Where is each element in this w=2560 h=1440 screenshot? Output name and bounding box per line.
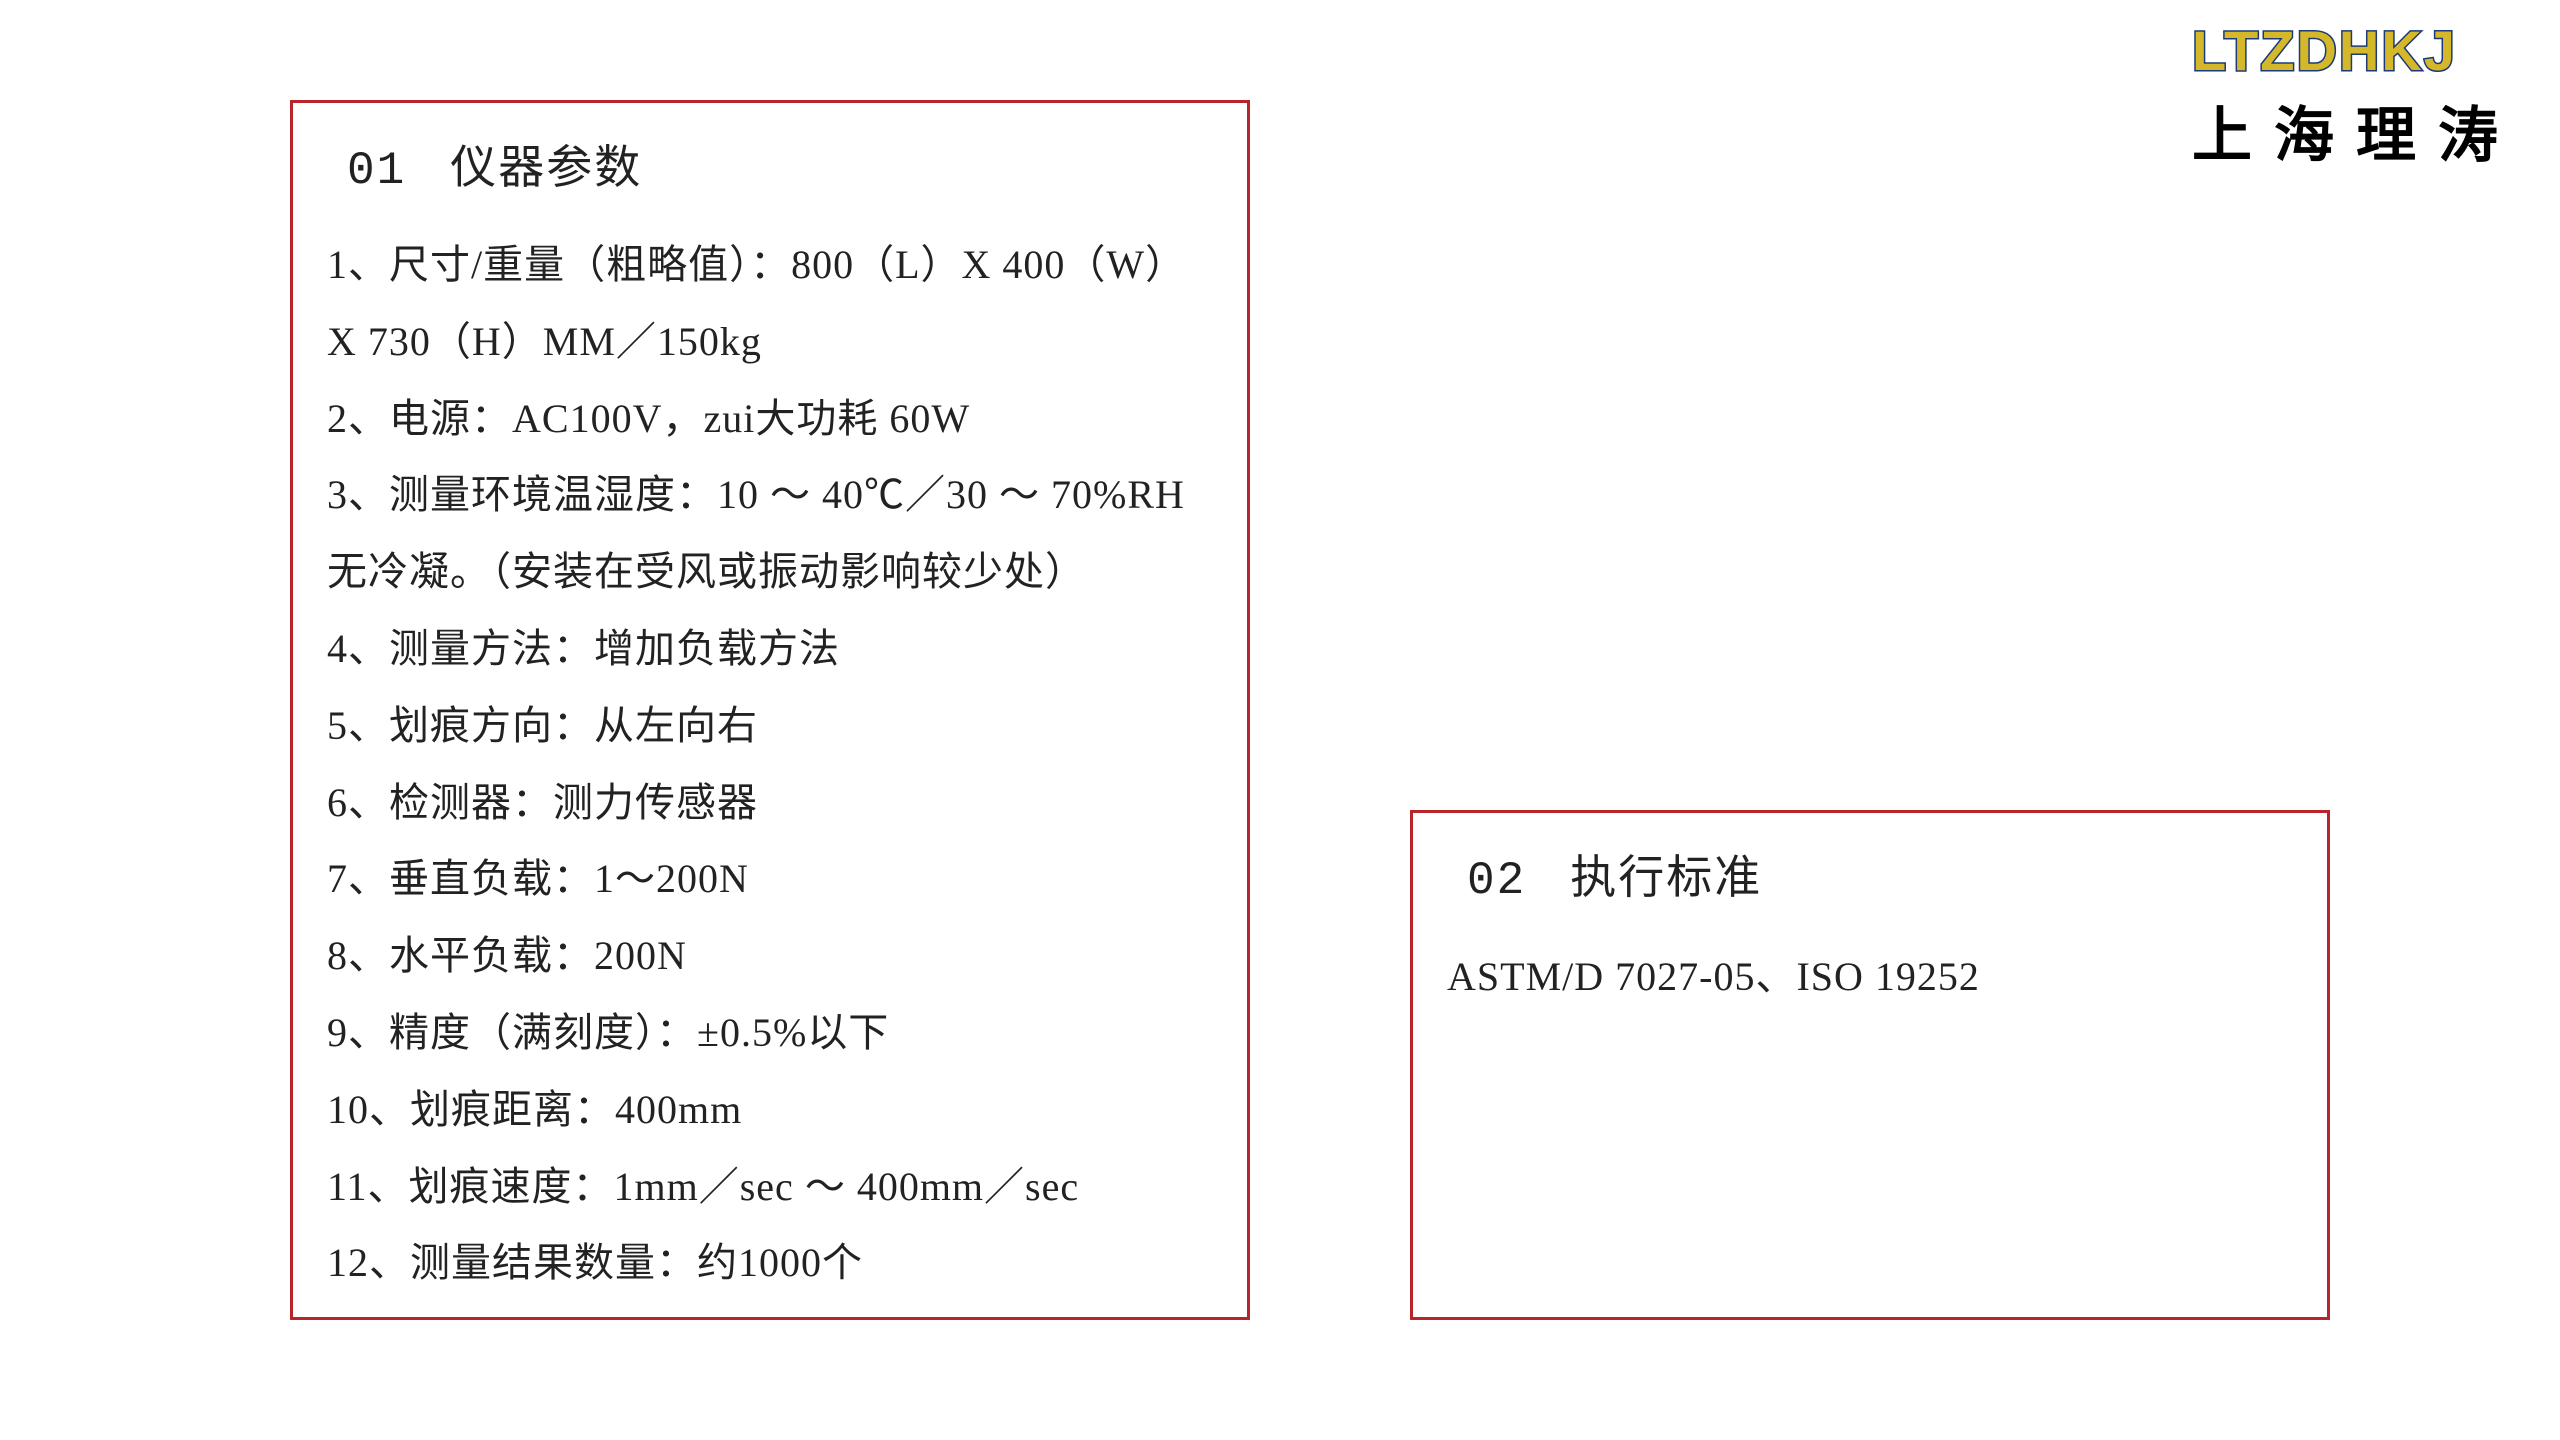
param-line: 1、尺寸/重量（粗略值）：800（L）X 400（W） (327, 227, 1213, 304)
param-line: 7、垂直负载：1～200N (327, 841, 1213, 918)
logo-text: LTZDHKJ (2192, 18, 2520, 83)
instrument-params-box: 01 仪器参数 1、尺寸/重量（粗略值）：800（L）X 400（W） X 730… (290, 100, 1250, 1320)
param-line: 3、测量环境温湿度：10 ～ 40℃／30 ～ 70%RH (327, 457, 1213, 534)
standards-box: 02 执行标准 ASTM/D 7027-05、ISO 19252 (1410, 810, 2330, 1320)
box1-content: 1、尺寸/重量（粗略值）：800（L）X 400（W） X 730（H）MM／1… (327, 227, 1213, 1302)
standard-line: ASTM/D 7027-05、ISO 19252 (1447, 937, 2293, 1017)
param-line: 8、水平负载：200N (327, 918, 1213, 995)
param-line: 4、测量方法：增加负载方法 (327, 611, 1213, 688)
param-line: 11、划痕速度：1mm／sec ～ 400mm／sec (327, 1149, 1213, 1226)
param-line: 10、划痕距离：400mm (327, 1072, 1213, 1149)
box1-title: 01 仪器参数 (347, 131, 1213, 197)
box2-content: ASTM/D 7027-05、ISO 19252 (1447, 937, 2293, 1017)
logo-subtitle: 上海理涛 (2192, 87, 2520, 174)
param-line: 无冷凝。（安装在受风或振动影响较少处） (327, 534, 1213, 611)
brand-logo: LTZDHKJ 上海理涛 (2192, 18, 2520, 174)
param-line: 12、测量结果数量：约1000个 (327, 1225, 1213, 1302)
box2-title-num: 02 (1467, 855, 1526, 907)
param-line: X 730（H）MM／150kg (327, 304, 1213, 381)
box1-title-num: 01 (347, 145, 406, 197)
param-line: 5、划痕方向：从左向右 (327, 688, 1213, 765)
param-line: 6、检测器：测力传感器 (327, 765, 1213, 842)
box1-title-text: 仪器参数 (450, 142, 642, 193)
box2-title-text: 执行标准 (1570, 852, 1762, 903)
param-line: 9、精度（满刻度）：±0.5%以下 (327, 995, 1213, 1072)
box2-title: 02 执行标准 (1467, 841, 2293, 907)
param-line: 2、电源：AC100V，zui大功耗 60W (327, 381, 1213, 458)
